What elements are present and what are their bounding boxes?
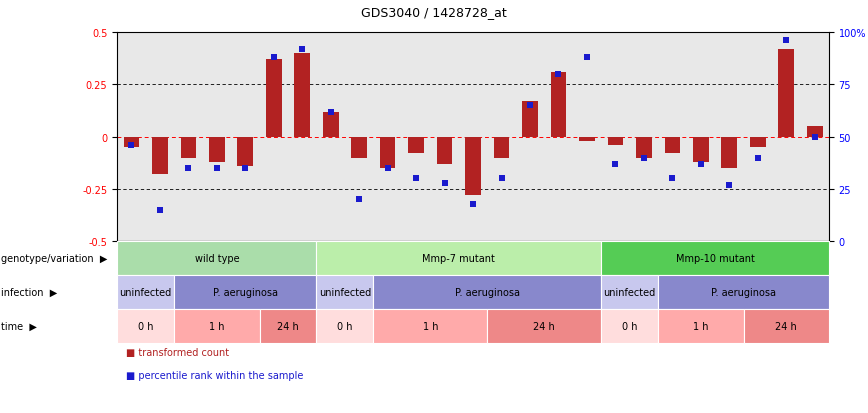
Point — [409, 176, 423, 183]
Text: 24 h: 24 h — [277, 321, 299, 331]
Bar — [579, 137, 595, 142]
Text: P. aeruginosa: P. aeruginosa — [213, 287, 278, 297]
Point — [266, 55, 280, 62]
Point — [722, 182, 736, 189]
Point — [381, 165, 395, 172]
Text: 0 h: 0 h — [621, 321, 637, 331]
Point — [779, 38, 793, 45]
Text: 1 h: 1 h — [209, 321, 225, 331]
Point — [466, 201, 480, 207]
Point — [808, 134, 822, 140]
Bar — [550, 73, 566, 137]
Text: uninfected: uninfected — [603, 287, 655, 297]
Text: wild type: wild type — [194, 254, 240, 263]
Point — [666, 176, 680, 183]
Text: uninfected: uninfected — [120, 287, 172, 297]
Bar — [779, 50, 794, 137]
Text: Mmp-10 mutant: Mmp-10 mutant — [675, 254, 754, 263]
Bar — [123, 137, 139, 148]
Bar — [721, 137, 737, 169]
Point — [124, 142, 138, 149]
Bar — [636, 137, 652, 158]
Bar — [380, 137, 396, 169]
Bar — [152, 137, 168, 175]
Bar — [494, 137, 510, 158]
Text: 0 h: 0 h — [337, 321, 352, 331]
Bar — [750, 137, 766, 148]
Text: genotype/variation  ▶: genotype/variation ▶ — [1, 254, 108, 263]
Text: infection  ▶: infection ▶ — [1, 287, 57, 297]
Point — [523, 103, 537, 109]
Point — [751, 155, 765, 161]
Text: 1 h: 1 h — [693, 321, 708, 331]
Bar — [465, 137, 481, 196]
Bar — [608, 137, 623, 146]
Text: 1 h: 1 h — [423, 321, 438, 331]
Text: Mmp-7 mutant: Mmp-7 mutant — [423, 254, 496, 263]
Text: 24 h: 24 h — [533, 321, 556, 331]
Text: P. aeruginosa: P. aeruginosa — [455, 287, 520, 297]
Point — [437, 180, 451, 187]
Bar — [665, 137, 681, 154]
Bar — [408, 137, 424, 154]
Point — [324, 109, 338, 116]
Text: GDS3040 / 1428728_at: GDS3040 / 1428728_at — [361, 6, 507, 19]
Bar — [181, 137, 196, 158]
Text: time  ▶: time ▶ — [1, 321, 36, 331]
Point — [153, 207, 167, 214]
Point — [239, 165, 253, 172]
Point — [608, 161, 622, 168]
Bar — [523, 102, 538, 137]
Bar — [238, 137, 253, 166]
Text: 24 h: 24 h — [775, 321, 797, 331]
Bar — [323, 112, 339, 137]
Point — [181, 165, 195, 172]
Text: ■ transformed count: ■ transformed count — [126, 347, 229, 357]
Bar — [352, 137, 367, 158]
Bar — [209, 137, 225, 162]
Bar — [266, 60, 281, 137]
Point — [295, 46, 309, 53]
Point — [694, 161, 707, 168]
Text: P. aeruginosa: P. aeruginosa — [711, 287, 776, 297]
Text: uninfected: uninfected — [319, 287, 371, 297]
Bar — [294, 54, 310, 137]
Text: 0 h: 0 h — [138, 321, 154, 331]
Point — [352, 197, 366, 203]
Point — [210, 165, 224, 172]
Point — [637, 155, 651, 161]
Bar — [693, 137, 708, 162]
Bar — [437, 137, 452, 164]
Bar — [807, 127, 823, 137]
Point — [551, 71, 565, 78]
Text: ■ percentile rank within the sample: ■ percentile rank within the sample — [126, 370, 303, 380]
Point — [495, 176, 509, 183]
Point — [580, 55, 594, 62]
